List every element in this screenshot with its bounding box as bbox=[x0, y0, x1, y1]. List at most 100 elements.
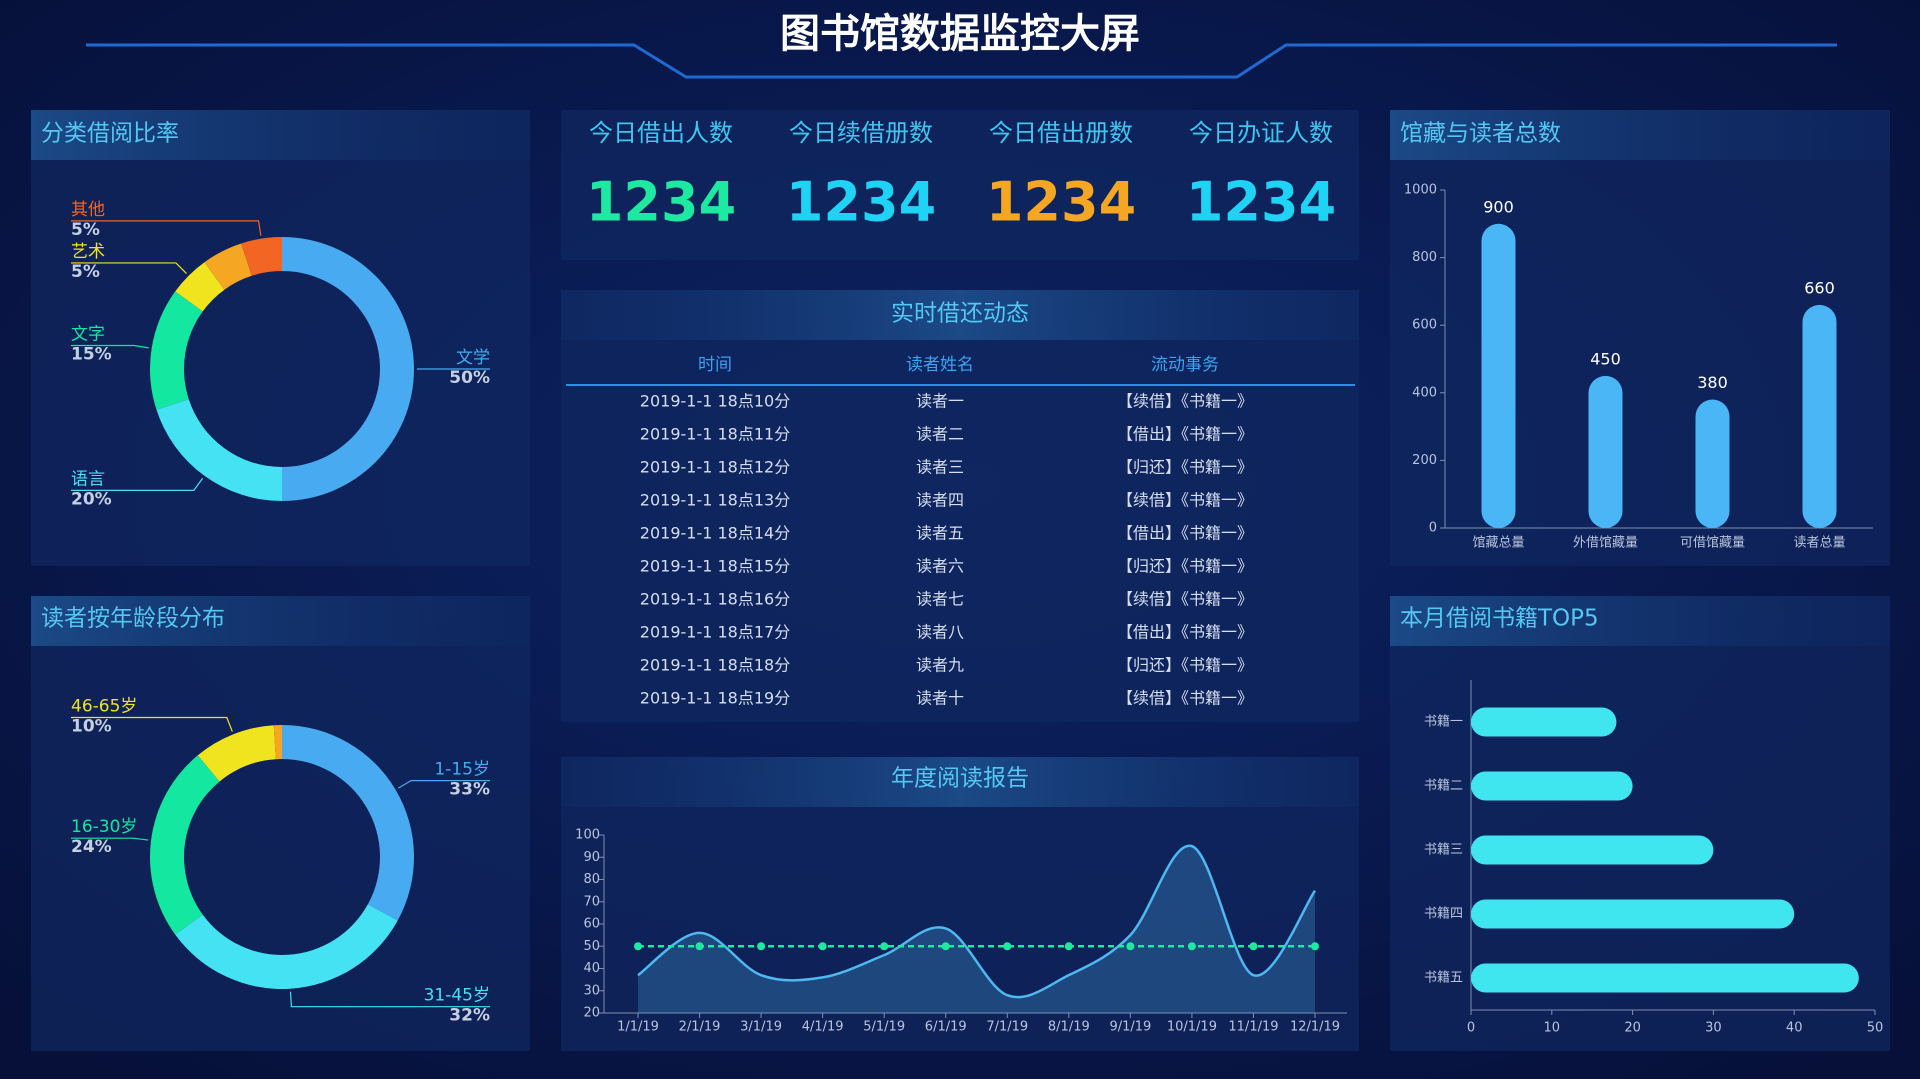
y-tick-label: 0 bbox=[1429, 521, 1437, 536]
table-cell: 读者十 bbox=[916, 689, 964, 708]
line-area bbox=[638, 845, 1315, 1013]
panel-header bbox=[31, 596, 530, 646]
x-tick-label: 11/1/19 bbox=[1228, 1020, 1278, 1035]
slice-label: 1-15岁 bbox=[434, 760, 490, 780]
kpi-value: 1234 bbox=[986, 171, 1136, 234]
panel-header bbox=[561, 290, 1359, 340]
table-cell: 【续借】《书籍一》 bbox=[1117, 491, 1253, 510]
table-cell: 读者五 bbox=[916, 524, 964, 543]
table-cell: 2019-1-1 18点14分 bbox=[640, 524, 790, 543]
x-tick-label: 7/1/19 bbox=[986, 1020, 1028, 1035]
donut-slice bbox=[175, 904, 398, 990]
panel-header bbox=[561, 757, 1359, 807]
donut-slice bbox=[204, 243, 252, 290]
table-cell: 读者一 bbox=[916, 392, 964, 411]
bar bbox=[1471, 899, 1795, 929]
line bbox=[637, 844, 1317, 999]
y-tick-label: 100 bbox=[575, 828, 600, 843]
leader-line bbox=[397, 780, 490, 789]
x-tick-label: 6/1/19 bbox=[925, 1020, 967, 1035]
leader-line bbox=[289, 991, 490, 1008]
table-cell: 【续借】《书籍一》 bbox=[1117, 590, 1253, 609]
table-cell: 【归还】《书籍一》 bbox=[1117, 656, 1253, 675]
x-tick-label: 3/1/19 bbox=[740, 1020, 782, 1035]
point bbox=[1003, 942, 1012, 951]
kpi-value: 1234 bbox=[586, 171, 736, 234]
value-label: 660 bbox=[1804, 278, 1835, 297]
point bbox=[1126, 942, 1135, 951]
y-tick-label: 40 bbox=[583, 961, 600, 976]
panel-title: 实时借还动态 bbox=[891, 301, 1029, 327]
donut-slice bbox=[197, 725, 276, 782]
page-title: 图书馆数据监控大屏 bbox=[780, 11, 1140, 57]
slice-label: 16-30岁 bbox=[71, 817, 137, 837]
panel bbox=[561, 110, 1359, 260]
y-tick-label: 70 bbox=[583, 894, 600, 909]
bar bbox=[1471, 771, 1633, 801]
table-cell: 2019-1-1 18点10分 bbox=[640, 392, 790, 411]
x-tick-label: 40 bbox=[1786, 1021, 1803, 1036]
table-cell: 【借出】《书籍一》 bbox=[1117, 623, 1253, 642]
y-tick-label: 90 bbox=[583, 850, 600, 865]
x-tick-label: 8/1/19 bbox=[1048, 1020, 1090, 1035]
x-tick-label: 10/1/19 bbox=[1167, 1020, 1217, 1035]
y-tick-label: 书籍二 bbox=[1424, 778, 1463, 794]
table-cell: 2019-1-1 18点18分 bbox=[640, 656, 790, 675]
y-tick-label: 书籍四 bbox=[1424, 906, 1463, 922]
table-cell: 2019-1-1 18点19分 bbox=[640, 689, 790, 708]
table-cell: 【归还】《书籍一》 bbox=[1117, 557, 1253, 576]
leader-line bbox=[71, 837, 149, 841]
leader-line bbox=[71, 220, 262, 236]
point bbox=[757, 942, 766, 951]
slice-label: 语言 bbox=[71, 469, 105, 489]
donut-slice bbox=[241, 237, 282, 276]
kpi-label: 今日续借册数 bbox=[789, 119, 933, 147]
panel-title: 本月借阅书籍TOP5 bbox=[1400, 606, 1599, 632]
donut-slice bbox=[149, 755, 220, 935]
x-tick-label: 10 bbox=[1544, 1021, 1561, 1036]
bar bbox=[1802, 304, 1837, 528]
y-tick-label: 书籍五 bbox=[1424, 970, 1463, 986]
y-tick-label: 1000 bbox=[1404, 183, 1437, 198]
slice-value-label: 50% bbox=[449, 368, 490, 388]
table-cell: 读者六 bbox=[916, 557, 964, 576]
donut-slice bbox=[282, 237, 414, 501]
table-cell: 【续借】《书籍一》 bbox=[1117, 392, 1253, 411]
bar bbox=[1695, 399, 1730, 528]
x-tick-label: 可借馆藏量 bbox=[1680, 536, 1745, 551]
x-tick-label: 5/1/19 bbox=[863, 1020, 905, 1035]
x-tick-label: 30 bbox=[1705, 1021, 1722, 1036]
y-tick-label: 200 bbox=[1412, 453, 1437, 468]
y-tick-label: 20 bbox=[583, 1006, 600, 1021]
table-cell: 读者四 bbox=[916, 491, 964, 510]
bar bbox=[1588, 375, 1623, 528]
y-tick-label: 书籍一 bbox=[1424, 714, 1463, 730]
table-cell: 读者三 bbox=[916, 458, 964, 477]
slice-value-label: 5% bbox=[71, 220, 100, 240]
slice-value-label: 33% bbox=[449, 780, 490, 800]
kpi-label: 今日办证人数 bbox=[1189, 119, 1333, 147]
x-tick-label: 外借馆藏量 bbox=[1573, 536, 1638, 551]
panel-title: 读者按年龄段分布 bbox=[41, 606, 225, 632]
point bbox=[1064, 942, 1073, 951]
y-tick-label: 50 bbox=[583, 939, 600, 954]
slice-value-label: 10% bbox=[71, 717, 112, 737]
table-cell: 2019-1-1 18点12分 bbox=[640, 458, 790, 477]
bar bbox=[1471, 963, 1859, 993]
donut-slice bbox=[175, 262, 225, 312]
table-cell: 2019-1-1 18点17分 bbox=[640, 623, 790, 642]
value-label: 450 bbox=[1590, 349, 1621, 368]
y-tick-label: 30 bbox=[583, 983, 600, 998]
point bbox=[818, 942, 827, 951]
y-tick-label: 800 bbox=[1412, 250, 1437, 265]
slice-label: 文字 bbox=[71, 325, 105, 345]
slice-label: 文学 bbox=[456, 348, 490, 368]
panel bbox=[561, 290, 1359, 722]
slice-label: 31-45岁 bbox=[424, 986, 490, 1006]
table-cell: 读者八 bbox=[916, 623, 964, 642]
panel-header bbox=[1390, 110, 1890, 160]
x-tick-label: 2/1/19 bbox=[679, 1020, 721, 1035]
table-cell: 读者七 bbox=[916, 590, 964, 609]
value-label: 380 bbox=[1697, 373, 1728, 392]
